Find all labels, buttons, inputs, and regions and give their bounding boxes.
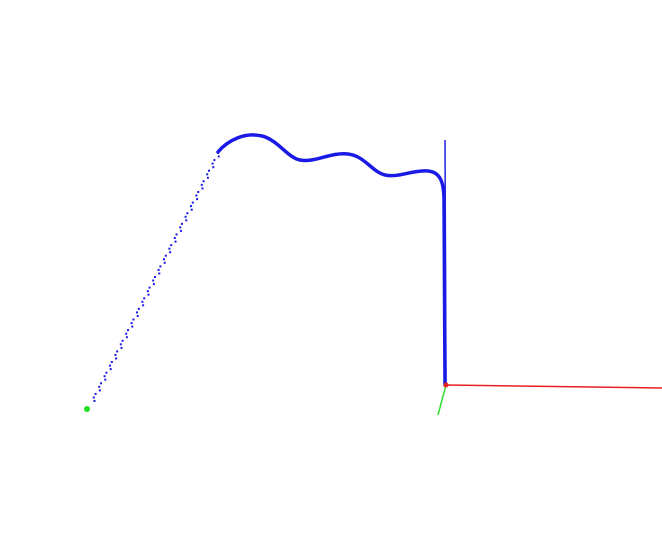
trajectory-point [121, 339, 124, 342]
trajectory-point [125, 332, 128, 335]
origin-marker [443, 382, 449, 388]
x-axis-line [445, 384, 662, 389]
trajectory-point [148, 286, 151, 289]
trajectory-point [211, 162, 214, 165]
trajectory-point [158, 272, 161, 275]
trajectory-point [173, 237, 176, 239]
trajectory-point [202, 180, 205, 183]
trajectory-point [109, 368, 112, 371]
trajectory-point [191, 201, 194, 204]
trajectory-point [94, 392, 97, 395]
trajectory-point [100, 382, 102, 385]
trajectory-point [179, 226, 182, 229]
trajectory-point [137, 307, 140, 310]
trajectory-point [98, 385, 101, 388]
trajectory-point [142, 304, 145, 307]
trajectory-point [143, 297, 146, 300]
trajectory-point [163, 258, 165, 261]
trajectory-point [208, 169, 210, 172]
trajectory-point [93, 400, 96, 402]
trajectory-point [159, 265, 162, 268]
y-axis-line [437, 384, 447, 416]
trajectory-point [132, 318, 135, 321]
trajectory-point [109, 364, 111, 367]
trajectory-point [141, 300, 144, 303]
trajectory-point [197, 191, 200, 193]
trajectory-curve [216, 133, 447, 387]
trajectory-point [164, 254, 167, 257]
trajectory-point [147, 293, 150, 296]
trajectory-point [201, 187, 204, 190]
trajectory-point [174, 240, 177, 243]
trajectory-point [114, 353, 117, 356]
trajectory-ramp-segment [92, 152, 220, 402]
trajectory-point [169, 251, 172, 254]
trajectory-point [206, 176, 209, 179]
trajectory-point [213, 159, 216, 162]
start-point-marker [84, 406, 90, 412]
trajectory-point [217, 155, 220, 158]
trajectory-point [127, 329, 129, 332]
trajectory-point [190, 205, 192, 208]
trajectory-point [120, 346, 123, 349]
trajectory-point [119, 343, 122, 346]
trajectory-point [104, 378, 107, 381]
trajectory-point [186, 212, 189, 215]
trajectory-point [105, 371, 108, 374]
trajectory-point [212, 166, 215, 169]
trajectory-point [168, 247, 171, 250]
trajectory-point [157, 268, 160, 271]
trajectory-point [131, 325, 134, 328]
trajectory-point [154, 276, 156, 278]
trajectory-point [206, 173, 209, 176]
trajectory-point [115, 357, 118, 360]
trajectory-point [125, 336, 128, 339]
trajectory-point [170, 244, 173, 247]
trajectory-point [181, 222, 183, 225]
trajectory-point [163, 261, 166, 264]
trajectory-point [152, 283, 155, 286]
trajectory-point [130, 322, 133, 325]
trajectory-point [200, 183, 203, 186]
trajectory-point [136, 315, 139, 317]
trajectory-point [98, 389, 101, 392]
trajectory-point [116, 350, 119, 353]
trajectory-point [175, 233, 178, 236]
trajectory-point [179, 229, 182, 232]
trajectory-point [136, 311, 138, 314]
trajectory-point [185, 219, 188, 222]
trajectory-point [190, 208, 193, 211]
trajectory-point [196, 198, 199, 201]
trajectory-point [92, 396, 95, 399]
trajectory-point [103, 375, 106, 378]
trajectory-point [110, 361, 113, 363]
trajectory-point [152, 279, 155, 282]
trajectory-point [146, 290, 149, 293]
trajectory-point [184, 215, 187, 218]
trajectory-point [195, 194, 198, 197]
